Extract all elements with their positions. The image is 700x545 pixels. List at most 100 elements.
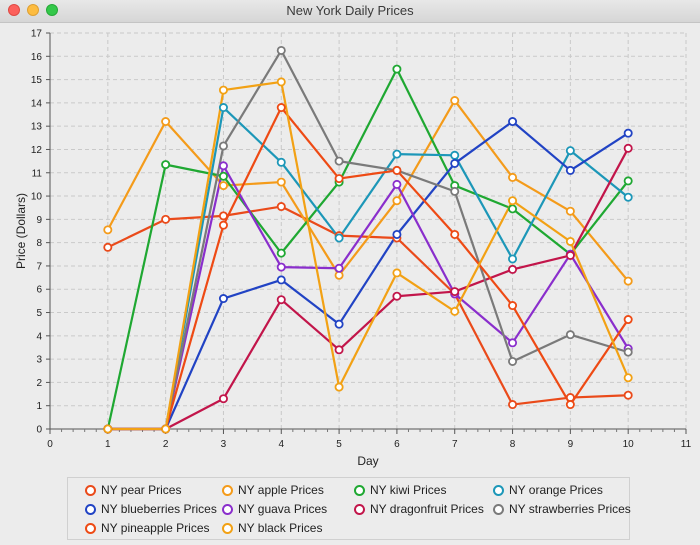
data-point: [334, 156, 344, 166]
x-tick-label: 9: [568, 439, 574, 450]
y-tick-label: 0: [36, 425, 42, 436]
data-point: [276, 295, 286, 305]
legend-label: NY blueberries Prices: [101, 502, 217, 516]
x-tick-label: 1: [105, 439, 111, 450]
y-tick-label: 15: [31, 75, 43, 86]
data-point: [392, 179, 402, 189]
data-point: [450, 158, 460, 168]
x-tick-label: 3: [221, 439, 227, 450]
data-point: [276, 157, 286, 167]
data-point: [623, 192, 633, 202]
data-point: [450, 96, 460, 106]
data-point: [508, 400, 518, 410]
series-line: [107, 106, 629, 431]
x-tick-label: 7: [452, 439, 458, 450]
data-point: [218, 161, 228, 171]
legend-item: NY black Prices: [222, 519, 322, 537]
window-title: New York Daily Prices: [286, 3, 414, 18]
data-point: [218, 103, 228, 113]
data-point: [565, 146, 575, 156]
data-point: [218, 181, 228, 191]
legend-marker-icon: [493, 484, 504, 496]
data-point: [508, 338, 518, 348]
y-tick-label: 2: [36, 378, 42, 389]
legend-item: NY guava Prices: [222, 500, 327, 518]
legend-marker-icon: [354, 503, 365, 515]
series-line: [107, 164, 630, 431]
y-tick-label: 17: [31, 29, 43, 40]
legend-marker-icon: [493, 503, 504, 515]
legend-marker-icon: [85, 522, 96, 534]
data-point: [103, 225, 113, 235]
data-point: [161, 214, 171, 224]
series-line: [107, 147, 630, 431]
legend-item: NY strawberries Prices: [493, 500, 631, 518]
series-line: [106, 68, 630, 430]
x-tick-label: 5: [336, 439, 342, 450]
data-point: [450, 287, 460, 297]
series-line: [107, 106, 630, 431]
data-point: [218, 171, 228, 181]
data-point: [450, 186, 460, 196]
legend-marker-icon: [222, 503, 233, 515]
data-point: [565, 250, 575, 260]
y-tick-label: 6: [36, 285, 42, 296]
data-point: [508, 301, 518, 311]
y-tick-label: 11: [32, 168, 43, 179]
y-tick-label: 16: [31, 52, 43, 63]
data-point: [276, 262, 286, 272]
y-tick-label: 13: [31, 122, 43, 133]
y-axis-label: Price (Dollars): [14, 193, 28, 269]
close-button[interactable]: [8, 4, 20, 16]
x-tick-label: 11: [681, 439, 692, 450]
legend-item: NY pineapple Prices: [85, 519, 210, 537]
data-point: [276, 202, 286, 212]
series-line: [107, 80, 630, 431]
data-point: [565, 236, 575, 246]
legend-label: NY strawberries Prices: [509, 502, 631, 516]
data-point: [276, 177, 286, 187]
data-point: [392, 165, 402, 175]
data-point: [565, 330, 575, 340]
data-point: [508, 254, 518, 264]
x-tick-label: 4: [278, 439, 284, 450]
data-point: [623, 347, 633, 357]
data-point: [392, 268, 402, 278]
data-point: [508, 117, 518, 127]
data-point: [508, 204, 518, 214]
x-tick-label: 0: [47, 439, 53, 450]
data-point: [334, 382, 344, 392]
data-point: [218, 394, 228, 404]
title-bar: New York Daily Prices: [0, 0, 700, 23]
data-point: [218, 211, 228, 221]
data-point: [565, 206, 575, 216]
data-point: [392, 149, 402, 159]
legend-item: NY kiwi Prices: [354, 481, 446, 499]
data-point: [103, 424, 113, 434]
data-point: [103, 242, 113, 252]
y-tick-label: 9: [36, 215, 42, 226]
legend-item: NY orange Prices: [493, 481, 603, 499]
data-point: [218, 294, 228, 304]
y-tick-label: 4: [36, 331, 42, 342]
data-point: [565, 400, 575, 410]
zoom-button[interactable]: [46, 4, 58, 16]
legend-label: NY orange Prices: [509, 483, 603, 497]
data-point: [334, 319, 344, 329]
legend-marker-icon: [222, 522, 233, 534]
legend-label: NY pineapple Prices: [101, 521, 210, 535]
x-tick-label: 8: [510, 439, 516, 450]
x-tick-label: 2: [163, 439, 169, 450]
data-point: [218, 141, 228, 151]
data-point: [450, 306, 460, 316]
data-point: [218, 85, 228, 95]
data-point: [334, 263, 344, 273]
data-point: [508, 356, 518, 366]
data-point: [392, 291, 402, 301]
data-point: [276, 103, 286, 113]
plot-area: [50, 33, 686, 429]
x-tick-label: 10: [623, 439, 635, 450]
minimize-button[interactable]: [27, 4, 39, 16]
data-point: [450, 150, 460, 160]
